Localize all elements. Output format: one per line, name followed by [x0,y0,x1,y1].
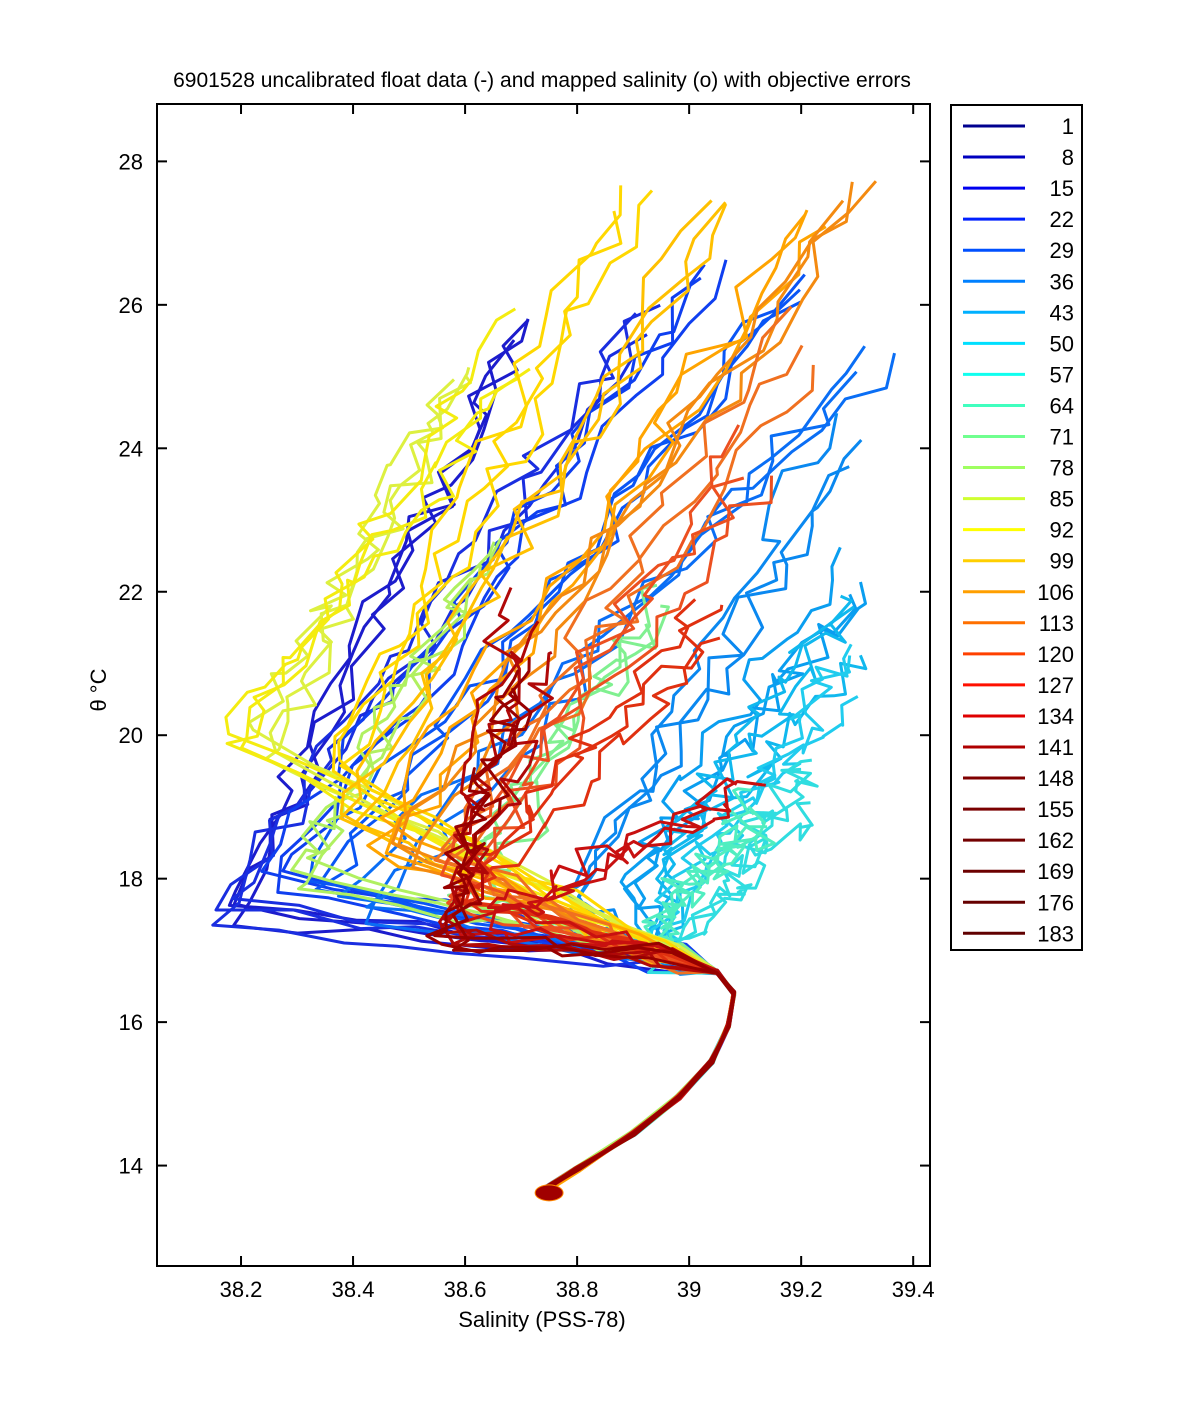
legend-label: 1 [1062,114,1074,139]
profile-line [433,687,737,1191]
profile-line [339,203,736,1193]
profile-line [337,210,737,1192]
legend-label: 162 [1037,828,1074,853]
legend-label: 134 [1037,704,1074,729]
profile-line [211,303,736,1193]
profile-line [281,276,736,1193]
y-tick-label: 14 [119,1154,143,1179]
legend-label: 176 [1037,890,1074,915]
y-tick-label: 18 [119,867,143,892]
chart-title: 6901528 uncalibrated float data (-) and … [173,69,911,92]
y-tick-label: 22 [119,580,143,605]
legend-label: 15 [1050,176,1074,201]
legend-label: 120 [1037,642,1074,667]
x-tick-label: 38.6 [444,1277,487,1302]
x-tick-label: 38.8 [556,1277,599,1302]
legend-label: 43 [1050,300,1074,325]
legend-label: 85 [1050,487,1074,512]
legend-label: 141 [1037,735,1074,760]
legend-label: 8 [1062,145,1074,170]
ticks-layer [157,104,930,1266]
deep-end-marker [534,1184,564,1202]
series-layer [211,180,896,1202]
y-axis-title: θ °C [86,668,111,711]
legend: 1 8 15 22 29 36 43 50 57 64 71 78 85 92 99 106 113 120 127… [950,104,1083,951]
legend-label: 36 [1050,269,1074,294]
x-tick-label: 38.4 [332,1277,375,1302]
profile-line [451,669,735,1193]
x-axis-title: Salinity (PSS-78) [458,1307,626,1332]
legend-label: 113 [1039,611,1074,636]
profile-line [542,581,867,1193]
profile-line [440,344,804,1192]
profile-line [308,300,802,1194]
x-tick-label: 39 [677,1277,701,1302]
y-tick-label: 16 [119,1010,143,1035]
x-tick-label: 38.2 [220,1277,263,1302]
legend-label: 183 [1037,921,1074,946]
y-tick-label: 20 [119,723,143,748]
y-axis-unit: °C [86,668,111,693]
legend-label: 71 [1050,425,1074,450]
legend-label: 64 [1050,393,1074,418]
plot-frame [156,103,931,1267]
y-tick-label: 24 [119,436,143,461]
x-tick-label: 39.2 [780,1277,823,1302]
legend-label: 127 [1037,673,1074,698]
legend-label: 155 [1037,797,1074,822]
legend-label: 29 [1050,238,1074,263]
y-axis-symbol: θ [86,699,111,711]
x-tick-label: 39.4 [892,1277,935,1302]
legend-label: 99 [1050,549,1074,574]
legend-label: 92 [1050,518,1074,543]
legend-label: 148 [1037,766,1074,791]
tick-labels-layer: 38.2 38.4 38.6 38.8 39 39.2 39.4 14 16 18 20 22 24 26… [119,149,935,1302]
profile-line [486,802,736,1191]
y-tick-label: 26 [119,293,143,318]
y-tick-label: 28 [119,149,143,174]
legend-label: 50 [1050,331,1074,356]
legend-label: 78 [1050,456,1074,481]
profile-line [366,213,807,1194]
legend-label: 22 [1050,207,1074,232]
legend-label: 106 [1037,580,1074,605]
legend-label: 169 [1037,859,1074,884]
profile-line [227,318,735,1191]
legend-label: 57 [1050,362,1074,387]
